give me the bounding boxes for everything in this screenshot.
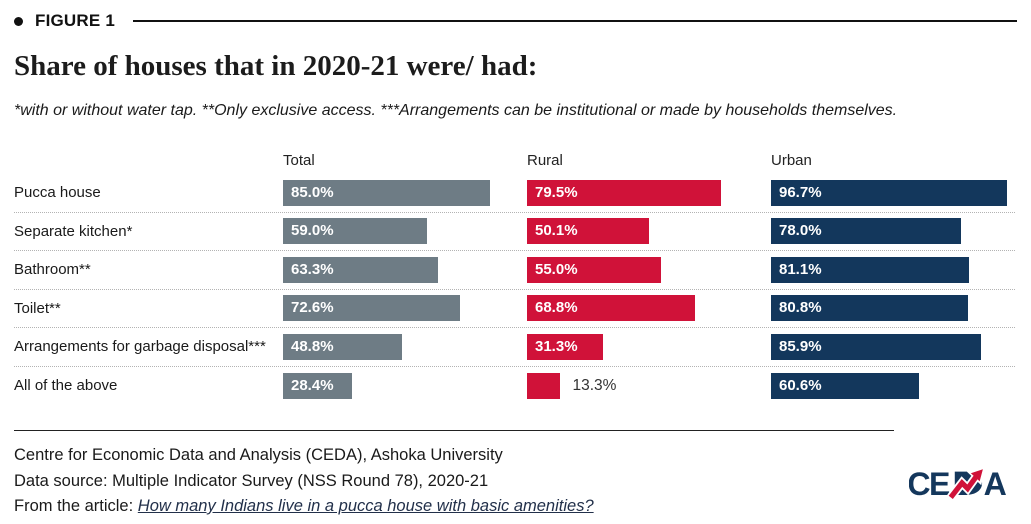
bar-rural: 50.1%	[527, 218, 650, 245]
footer-datasource: Data source: Multiple Indicator Survey (…	[14, 471, 489, 490]
chart-footnotes: *with or without water tap. **Only exclu…	[14, 102, 898, 119]
article-link[interactable]: How many Indians live in a pucca house w…	[137, 497, 594, 515]
bar-cell: 48.8%	[283, 333, 527, 360]
footer-rule	[14, 430, 894, 431]
bar-rural: 31.3%	[527, 333, 604, 360]
bar-total: 63.3%	[283, 256, 438, 283]
chart-rows: Pucca house 85.0% 79.5% 96.7% Separate kitch…	[14, 174, 1015, 405]
bar-value-label: 13.3%	[572, 376, 617, 394]
bar-urban: 60.6%	[771, 372, 919, 399]
bullet-icon	[14, 16, 23, 26]
chart-row: All of the above 28.4% 13.3% 60.6%	[14, 367, 1015, 406]
bar-total: 59.0%	[283, 218, 427, 245]
bar-rural: 68.8%	[527, 295, 695, 322]
bar-cell: 79.5%	[527, 179, 771, 206]
footer: Centre for Economic Data and Analysis (C…	[14, 443, 594, 520]
svg-text:A: A	[984, 467, 1007, 502]
chart-row: Arrangements for garbage disposal*** 48.8…	[14, 328, 1015, 367]
category-label: All of the above	[14, 377, 118, 395]
bar-cell: 96.7%	[771, 179, 1015, 206]
bar-rural: 55.0%	[527, 256, 662, 283]
bar-total: 72.6%	[283, 295, 461, 322]
chart-row: Separate kitchen* 59.0% 50.1% 78.0%	[14, 213, 1015, 251]
bar-cell: 60.6%	[771, 372, 1015, 399]
bar-rural: 79.5%	[527, 179, 721, 206]
svg-text:CE: CE	[909, 467, 950, 502]
category-label: Arrangements for garbage disposal***	[14, 338, 266, 356]
category-label: Separate kitchen*	[14, 222, 133, 240]
bar-total: 28.4%	[283, 372, 353, 399]
bar-urban: 81.1%	[771, 256, 969, 283]
chart-row: Pucca house 85.0% 79.5% 96.7%	[14, 174, 1015, 213]
bar-cell: 59.0%	[283, 218, 527, 245]
column-header-urban: Urban	[771, 151, 812, 169]
footer-article: From the article: How many Indians live …	[14, 494, 594, 520]
bar-cell: 55.0%	[527, 256, 771, 283]
bar-total: 48.8%	[283, 333, 403, 360]
bar-cell: 81.1%	[771, 256, 1015, 283]
bar-cell: 80.8%	[771, 295, 1015, 322]
bar-cell: 72.6%	[283, 295, 527, 322]
bar-cell: 50.1%	[527, 218, 771, 245]
footer-credit: Centre for Economic Data and Analysis (C…	[14, 446, 503, 464]
bar-chart: Total Rural Urban Pucca house 85.0% 79.5% 96.…	[14, 146, 1015, 405]
header-rule	[133, 19, 1017, 23]
bar-urban: 78.0%	[771, 218, 962, 245]
column-header-total: Total	[283, 151, 315, 169]
category-label: Toilet**	[14, 299, 61, 317]
bar-cell: 31.3%	[527, 333, 771, 360]
bar-cell: 63.3%	[283, 256, 527, 283]
bar-total: 85.0%	[283, 179, 491, 206]
bar-urban: 85.9%	[771, 333, 981, 360]
bar-rural	[527, 372, 560, 399]
bar-urban: 80.8%	[771, 295, 969, 322]
footer-article-prefix: From the article:	[14, 497, 138, 515]
chart-column-headers: Total Rural Urban	[14, 146, 1015, 174]
category-label: Pucca house	[14, 184, 101, 202]
bar-cell: 68.8%	[527, 295, 771, 322]
bar-cell: 13.3%	[527, 372, 771, 399]
bar-cell: 85.0%	[283, 179, 527, 206]
bar-urban: 96.7%	[771, 179, 1007, 206]
figure-header: FIGURE 1	[14, 11, 1017, 31]
bar-cell: 85.9%	[771, 333, 1015, 360]
bar-cell: 28.4%	[283, 372, 527, 399]
ceda-logo: CE A	[907, 466, 1015, 507]
bar-cell: 78.0%	[771, 218, 1015, 245]
chart-row: Bathroom** 63.3% 55.0% 81.1%	[14, 251, 1015, 290]
figure-label: FIGURE 1	[35, 11, 116, 30]
column-header-rural: Rural	[527, 151, 563, 169]
category-label: Bathroom**	[14, 261, 91, 279]
chart-row: Toilet** 72.6% 68.8% 80.8%	[14, 290, 1015, 328]
page-title: Share of houses that in 2020-21 were/ ha…	[14, 50, 538, 82]
